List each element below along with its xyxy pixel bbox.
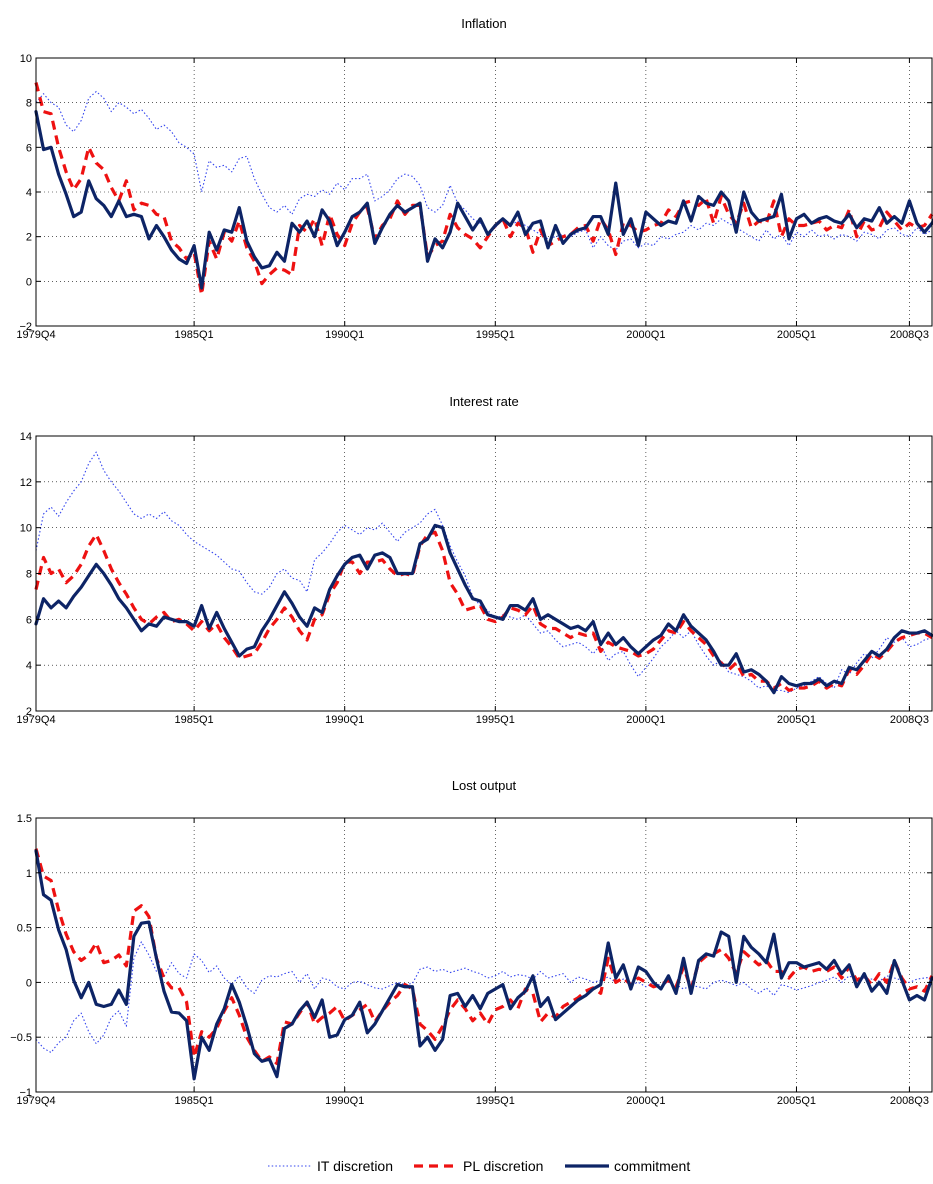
lost-output-xtick-label: 2005Q1 xyxy=(777,1095,816,1107)
inflation-xtick-label: 1979Q4 xyxy=(16,329,55,341)
inflation-ytick-label: 8 xyxy=(26,98,32,110)
inflation-series xyxy=(34,82,933,297)
lost-output-xtick-label: 1985Q1 xyxy=(175,1095,214,1107)
lost-output-ytick-label: −0.5 xyxy=(10,1032,32,1044)
lost-output-series-it-discretion xyxy=(35,941,933,1054)
inflation-ytick-label: 2 xyxy=(26,232,32,244)
interest-rate-xtick-label: 1979Q4 xyxy=(16,714,55,726)
inflation-ytick-label: 10 xyxy=(20,53,32,65)
inflation-xtick-label: 1985Q1 xyxy=(175,329,214,341)
inflation-xtick-label: 2005Q1 xyxy=(777,329,816,341)
inflation-ytick-label: −2 xyxy=(19,321,32,333)
interest-rate-xtick-label: 2000Q1 xyxy=(626,714,665,726)
interest-rate-ytick-label: 6 xyxy=(26,614,32,626)
interest-rate-ytick-label: 12 xyxy=(20,477,32,489)
lost-output-series-pl-discretion xyxy=(34,848,933,1066)
lost-output-xtick-label: 1979Q4 xyxy=(16,1095,55,1107)
lost-output-grid xyxy=(36,818,932,1092)
lost-output-xtick-label: 2000Q1 xyxy=(626,1095,665,1107)
legend: IT discretion PL discretion commitment xyxy=(268,1158,690,1174)
lost-output-axes-box xyxy=(35,817,933,1093)
lost-output-ytick-label: 0.5 xyxy=(17,923,32,935)
lost-output-series-commitment xyxy=(34,849,933,1081)
interest-rate-ytick-label: 4 xyxy=(26,660,32,672)
lost-output-xtick-label: 2008Q3 xyxy=(890,1095,929,1107)
lost-output-series xyxy=(34,848,933,1081)
inflation-grid xyxy=(36,58,932,326)
interest-rate-ytick-label: 14 xyxy=(20,431,32,443)
interest-rate-panel: Interest rate 2 4 6 8 10 12 14 1979Q4 1985Q1 1990… xyxy=(16,394,933,726)
inflation-xtick-label: 1995Q1 xyxy=(476,329,515,341)
interest-rate-xtick-label: 2005Q1 xyxy=(777,714,816,726)
interest-rate-ytick-label: 10 xyxy=(20,523,32,535)
interest-rate-ticks: 2 4 6 8 10 12 14 1979Q4 1985Q1 1990Q1 1995Q1 2000Q1… xyxy=(16,431,932,726)
interest-rate-series-it-discretion xyxy=(35,451,933,694)
legend-label-it-discretion: IT discretion xyxy=(317,1158,393,1174)
interest-rate-grid xyxy=(36,436,932,711)
inflation-xtick-label: 2008Q3 xyxy=(890,329,929,341)
inflation-xtick-label: 2000Q1 xyxy=(626,329,665,341)
inflation-panel: Inflation −2 0 2 4 6 8 10 1979Q4 1985Q1 1990Q1 199… xyxy=(16,16,933,341)
inflation-ytick-label: 0 xyxy=(26,276,32,288)
inflation-ytick-label: 6 xyxy=(26,142,32,154)
lost-output-ticks: −1 −0.5 0 0.5 1 1.5 1979Q4 1985Q1 1990Q1 1995Q1 20… xyxy=(10,813,932,1107)
interest-rate-series-pl-discretion xyxy=(34,530,933,692)
lost-output-xtick-label: 1995Q1 xyxy=(476,1095,515,1107)
inflation-ticks: −2 0 2 4 6 8 10 1979Q4 1985Q1 1990Q1 1995Q1 2000Q1 2… xyxy=(16,53,932,341)
interest-rate-xtick-label: 1990Q1 xyxy=(325,714,364,726)
interest-rate-ytick-label: 8 xyxy=(26,569,32,581)
inflation-series-commitment xyxy=(34,109,933,290)
inflation-series-it-discretion xyxy=(35,90,933,251)
inflation-title: Inflation xyxy=(461,16,507,31)
inflation-ytick-label: 4 xyxy=(26,187,32,199)
interest-rate-xtick-label: 1995Q1 xyxy=(476,714,515,726)
lost-output-ytick-label: 1.5 xyxy=(17,813,32,825)
inflation-series-pl-discretion xyxy=(34,82,933,297)
legend-label-commitment: commitment xyxy=(614,1158,690,1174)
lost-output-ytick-label: 0 xyxy=(26,977,32,989)
interest-rate-ytick-label: 2 xyxy=(26,706,32,718)
lost-output-panel: Lost output −1 −0.5 0 0.5 1 1.5 1979Q4 1985Q1 19… xyxy=(10,778,933,1107)
interest-rate-title: Interest rate xyxy=(449,394,518,409)
interest-rate-series xyxy=(34,451,933,695)
lost-output-ytick-label: −1 xyxy=(19,1087,32,1099)
inflation-xtick-label: 1990Q1 xyxy=(325,329,364,341)
interest-rate-xtick-label: 2008Q3 xyxy=(890,714,929,726)
lost-output-xtick-label: 1990Q1 xyxy=(325,1095,364,1107)
interest-rate-xtick-label: 1985Q1 xyxy=(175,714,214,726)
lost-output-title: Lost output xyxy=(452,778,517,793)
interest-rate-series-commitment xyxy=(34,523,933,695)
legend-label-pl-discretion: PL discretion xyxy=(463,1158,543,1174)
lost-output-ytick-label: 1 xyxy=(26,868,32,880)
